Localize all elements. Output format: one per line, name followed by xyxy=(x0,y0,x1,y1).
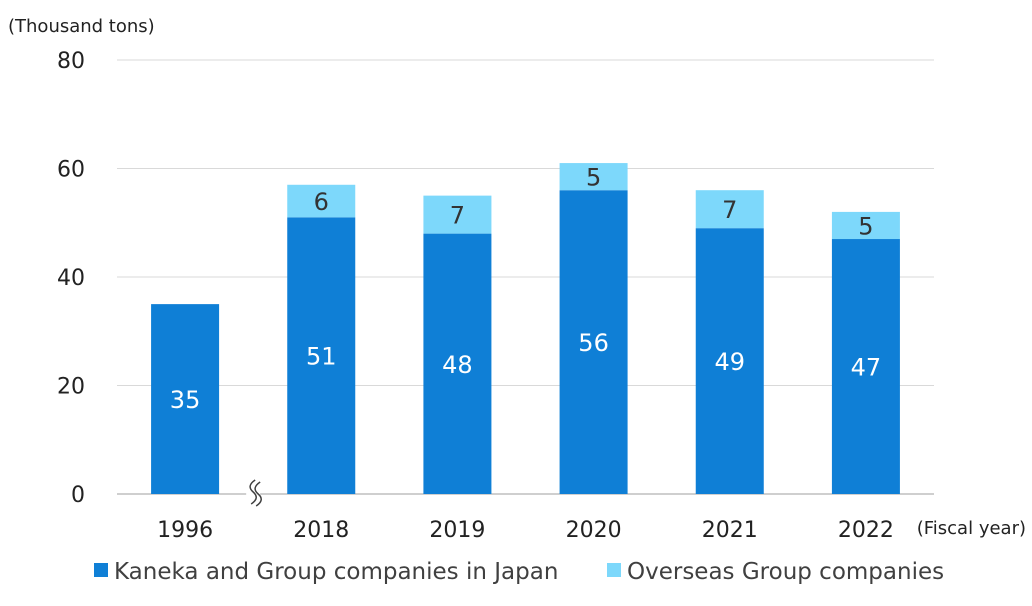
axis-break-symbol-right xyxy=(254,481,262,507)
x-tick-label: 1996 xyxy=(157,518,213,543)
data-label: 47 xyxy=(851,354,882,382)
data-label: 49 xyxy=(714,348,745,376)
y-tick-label: 40 xyxy=(57,266,85,291)
y-tick-label: 20 xyxy=(57,375,85,400)
y-tick-label: 80 xyxy=(57,49,85,74)
data-label: 6 xyxy=(314,188,329,216)
x-tick-label: 2022 xyxy=(838,518,894,543)
legend-label-overseas: Overseas Group companies xyxy=(627,559,944,585)
x-tick-label: 2020 xyxy=(566,518,622,543)
data-label: 48 xyxy=(442,351,473,379)
x-tick-label: 2019 xyxy=(429,518,485,543)
bar-japan-2021 xyxy=(695,228,764,495)
bar-japan-2022 xyxy=(831,239,900,494)
data-label: 51 xyxy=(306,343,337,371)
legend-swatch-japan xyxy=(94,563,108,577)
bar-overseas-2019 xyxy=(423,195,492,234)
x-tick-label: 2021 xyxy=(702,518,758,543)
bar-japan-2018 xyxy=(287,217,356,494)
data-label: 7 xyxy=(450,202,465,230)
legend-swatch-overseas xyxy=(607,563,621,577)
data-label: 5 xyxy=(586,164,601,192)
data-label: 5 xyxy=(858,212,873,240)
x-tick-label: 2018 xyxy=(293,518,349,543)
axis-break-symbol-left xyxy=(249,479,257,505)
bar-japan-1996 xyxy=(151,304,220,494)
y-tick-label: 60 xyxy=(57,158,85,183)
bar-overseas-2020 xyxy=(559,163,628,191)
y-tick-label: 0 xyxy=(71,483,85,508)
legend-label-japan: Kaneka and Group companies in Japan xyxy=(114,559,558,585)
bar-japan-2019 xyxy=(423,233,492,494)
bar-overseas-2022 xyxy=(831,211,900,240)
bar-japan-2020 xyxy=(559,190,628,494)
data-label: 56 xyxy=(578,329,609,357)
bar-overseas-2021 xyxy=(695,190,764,229)
y-axis-unit-label: (Thousand tons) xyxy=(8,16,155,37)
data-label: 35 xyxy=(170,386,201,414)
bar-overseas-2018 xyxy=(287,184,356,218)
x-axis-unit-label: (Fiscal year) xyxy=(917,518,1026,539)
data-label: 7 xyxy=(722,196,737,224)
